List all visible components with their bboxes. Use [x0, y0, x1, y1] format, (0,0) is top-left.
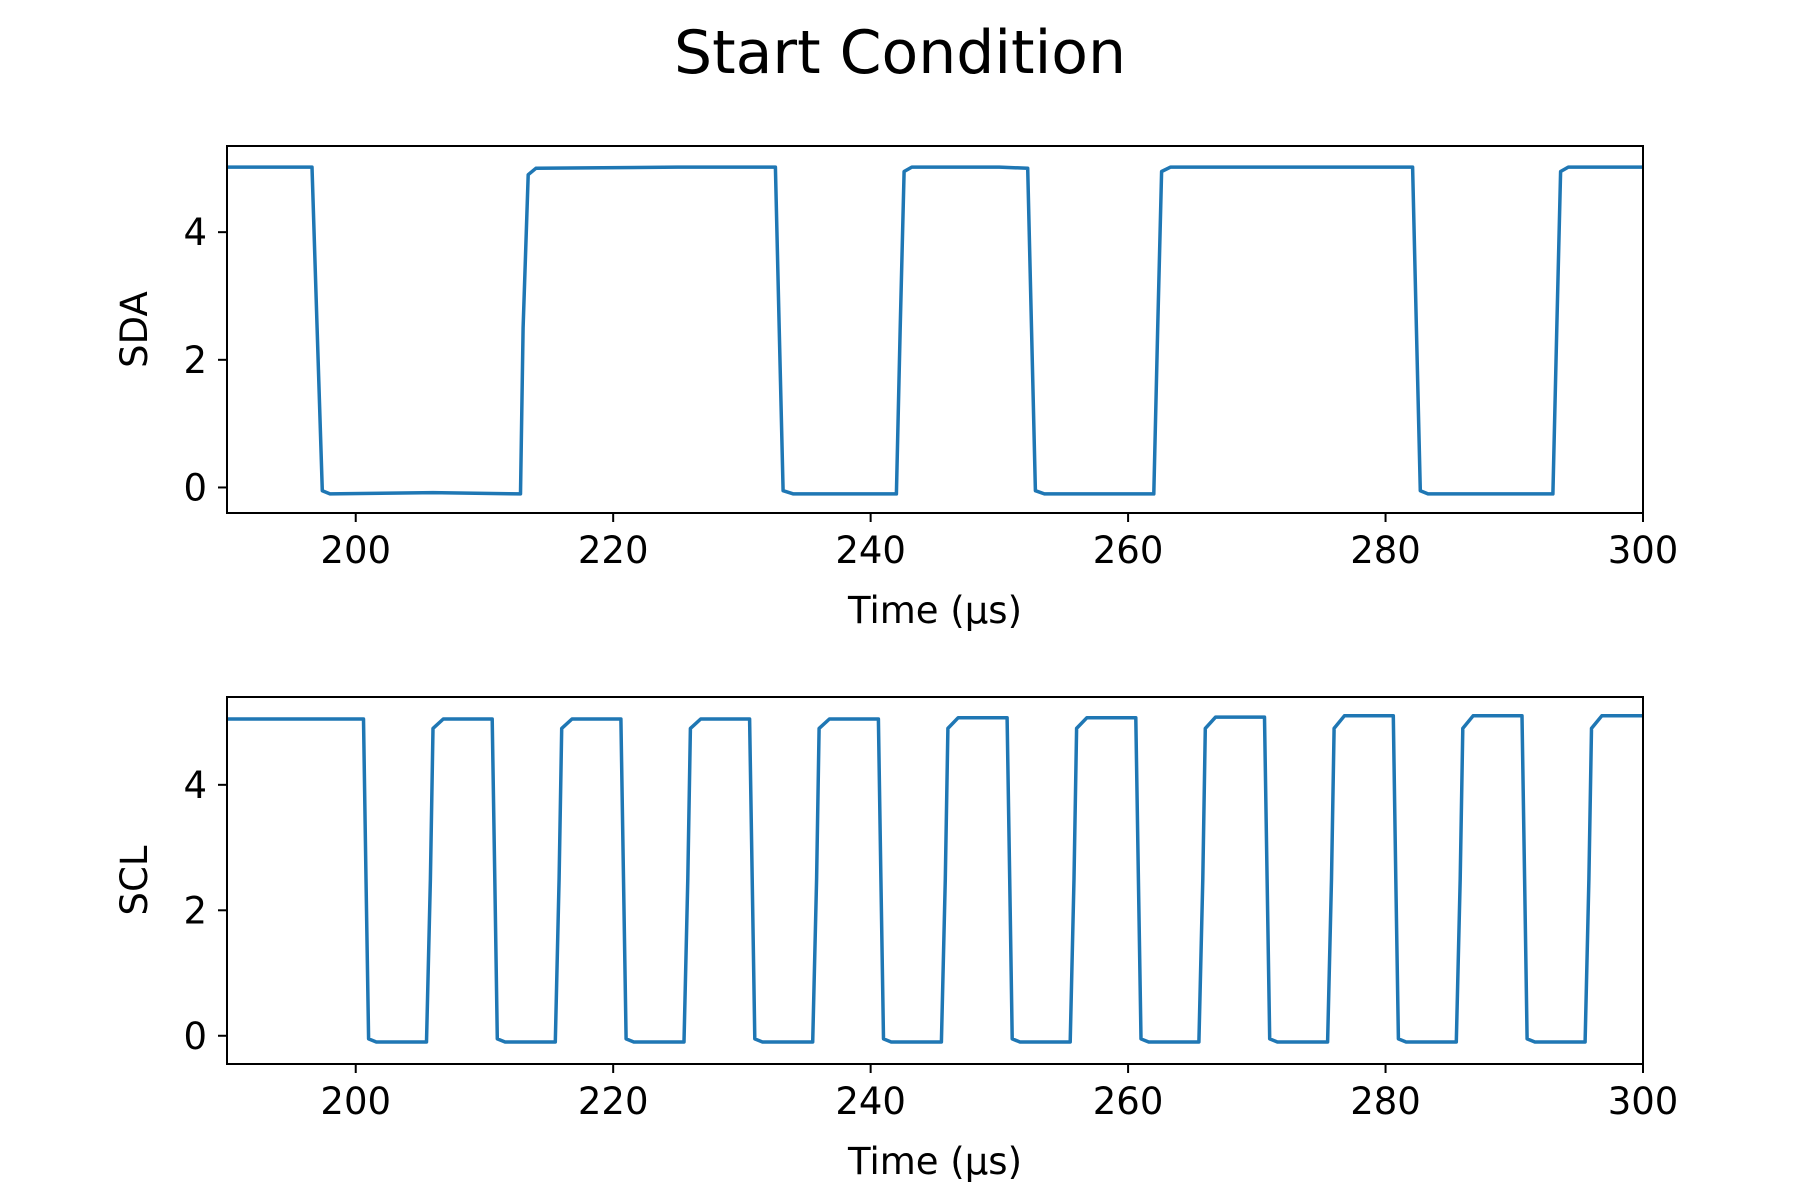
- scl-y-axis-label: SCL: [113, 845, 156, 915]
- sda-x-axis-label: Time (µs): [847, 589, 1022, 632]
- scl-x-tick-label: 300: [1608, 1080, 1679, 1123]
- scl-x-tick-label: 240: [835, 1080, 906, 1123]
- scl-axes-frame: [226, 696, 1644, 1065]
- scl-x-tick-label: 200: [320, 1080, 391, 1123]
- scl-signal-line: [227, 714, 1643, 1044]
- scl-x-tick-label: 280: [1350, 1080, 1421, 1123]
- sda-y-tick-label: 4: [183, 211, 207, 254]
- sda-signal-line: [227, 165, 1643, 496]
- scl-subplot: 200 220 240 260 280 300 0 2 4 Time (µs) SCL: [113, 696, 1679, 1183]
- scl-y-tick-label: 0: [183, 1015, 207, 1058]
- sda-y-axis-label: SDA: [113, 291, 156, 368]
- sda-x-tick-label: 280: [1350, 529, 1421, 572]
- scl-x-axis-label: Time (µs): [847, 1140, 1022, 1183]
- scl-y-tick-label: 2: [183, 889, 207, 932]
- chart-title: Start Condition: [674, 18, 1126, 88]
- scl-y-tick-label: 4: [183, 764, 207, 807]
- sda-y-tick-label: 2: [183, 339, 207, 382]
- sda-subplot: 200 220 240 260 280 300 0 2 4 Time (µs) SDA: [113, 145, 1679, 632]
- sda-x-tick-label: 260: [1093, 529, 1164, 572]
- sda-x-tick-label: 240: [835, 529, 906, 572]
- scl-x-tick-label: 220: [578, 1080, 649, 1123]
- sda-x-tick-label: 300: [1608, 529, 1679, 572]
- sda-x-tick-label: 200: [320, 529, 391, 572]
- sda-axes-frame: [226, 145, 1644, 514]
- sda-y-tick-label: 0: [183, 466, 207, 509]
- sda-x-tick-label: 220: [578, 529, 649, 572]
- scl-x-tick-label: 260: [1093, 1080, 1164, 1123]
